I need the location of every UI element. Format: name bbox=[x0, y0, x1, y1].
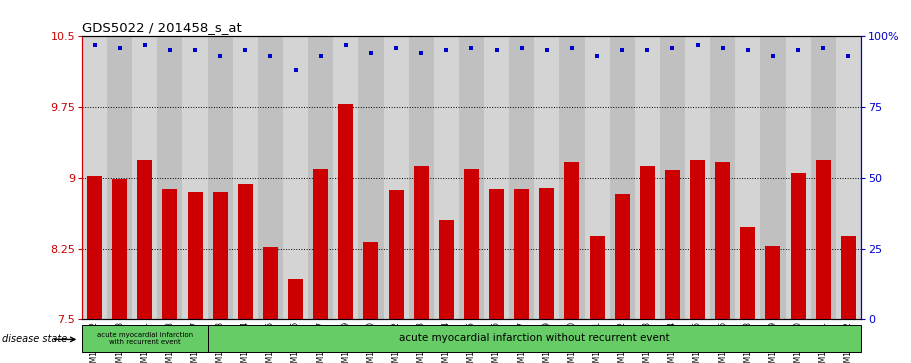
Point bbox=[565, 45, 579, 50]
Point bbox=[615, 48, 630, 53]
Point bbox=[138, 42, 152, 48]
Bar bbox=[439, 220, 454, 319]
Bar bbox=[534, 36, 559, 319]
Bar bbox=[690, 160, 705, 319]
Point bbox=[339, 42, 353, 48]
Point bbox=[213, 53, 228, 59]
Bar bbox=[735, 36, 761, 319]
Bar bbox=[841, 236, 855, 319]
Point bbox=[288, 68, 302, 73]
Bar bbox=[761, 36, 785, 319]
Bar bbox=[358, 36, 384, 319]
Point bbox=[87, 42, 102, 48]
Bar bbox=[258, 36, 283, 319]
Bar bbox=[609, 36, 635, 319]
Bar bbox=[363, 242, 378, 319]
Point bbox=[464, 45, 479, 50]
Text: GDS5022 / 201458_s_at: GDS5022 / 201458_s_at bbox=[82, 21, 241, 34]
Bar bbox=[132, 36, 158, 319]
Point bbox=[112, 45, 127, 50]
Point bbox=[816, 45, 831, 50]
Bar bbox=[333, 36, 358, 319]
Bar bbox=[313, 170, 328, 319]
Bar bbox=[182, 36, 208, 319]
Point bbox=[640, 48, 655, 53]
Bar bbox=[489, 189, 504, 319]
Bar bbox=[785, 36, 811, 319]
Bar bbox=[162, 189, 178, 319]
Point bbox=[313, 53, 328, 59]
Bar bbox=[791, 173, 805, 319]
Bar bbox=[409, 36, 434, 319]
Bar bbox=[288, 279, 303, 319]
Bar bbox=[565, 162, 579, 319]
Bar bbox=[82, 36, 107, 319]
Bar bbox=[338, 104, 353, 319]
Point bbox=[363, 50, 378, 56]
Bar bbox=[815, 160, 831, 319]
Point bbox=[515, 45, 529, 50]
Point bbox=[389, 45, 404, 50]
Bar bbox=[232, 36, 258, 319]
Bar bbox=[208, 325, 861, 352]
Bar bbox=[263, 247, 278, 319]
Bar bbox=[107, 36, 132, 319]
Point bbox=[741, 48, 755, 53]
Bar bbox=[765, 246, 781, 319]
Bar bbox=[87, 176, 102, 319]
Point bbox=[765, 53, 780, 59]
Bar bbox=[811, 36, 835, 319]
Text: acute myocardial infarction without recurrent event: acute myocardial infarction without recu… bbox=[399, 334, 670, 343]
Point bbox=[238, 48, 252, 53]
Bar bbox=[283, 36, 308, 319]
Point bbox=[263, 53, 278, 59]
Bar bbox=[711, 36, 735, 319]
Point bbox=[691, 42, 705, 48]
Bar bbox=[484, 36, 509, 319]
Bar bbox=[585, 36, 609, 319]
Bar bbox=[188, 192, 202, 319]
Point bbox=[163, 48, 178, 53]
Bar bbox=[685, 36, 711, 319]
Point bbox=[589, 53, 604, 59]
Bar bbox=[741, 227, 755, 319]
Bar bbox=[459, 36, 484, 319]
Bar bbox=[514, 189, 529, 319]
Bar bbox=[559, 36, 585, 319]
Point bbox=[188, 48, 202, 53]
Bar bbox=[665, 170, 680, 319]
Bar bbox=[615, 194, 630, 319]
Bar bbox=[138, 160, 152, 319]
Bar bbox=[434, 36, 459, 319]
Point bbox=[665, 45, 680, 50]
Bar bbox=[112, 179, 128, 319]
Bar bbox=[464, 170, 479, 319]
Bar bbox=[82, 325, 208, 352]
Bar bbox=[509, 36, 534, 319]
Bar bbox=[835, 36, 861, 319]
Bar bbox=[660, 36, 685, 319]
Bar bbox=[589, 236, 605, 319]
Bar bbox=[238, 184, 253, 319]
Point bbox=[439, 48, 454, 53]
Bar bbox=[158, 36, 182, 319]
Bar bbox=[414, 166, 429, 319]
Text: acute myocardial infarction
with recurrent event: acute myocardial infarction with recurre… bbox=[97, 332, 193, 345]
Bar bbox=[208, 36, 232, 319]
Point bbox=[841, 53, 855, 59]
Point bbox=[489, 48, 504, 53]
Point bbox=[414, 50, 428, 56]
Bar bbox=[388, 190, 404, 319]
Bar bbox=[308, 36, 333, 319]
Bar bbox=[635, 36, 660, 319]
Text: disease state: disease state bbox=[2, 334, 67, 344]
Point bbox=[539, 48, 554, 53]
Bar bbox=[212, 192, 228, 319]
Point bbox=[715, 45, 730, 50]
Point bbox=[791, 48, 805, 53]
Bar bbox=[384, 36, 409, 319]
Bar bbox=[539, 188, 555, 319]
Bar bbox=[715, 162, 731, 319]
Bar bbox=[640, 166, 655, 319]
